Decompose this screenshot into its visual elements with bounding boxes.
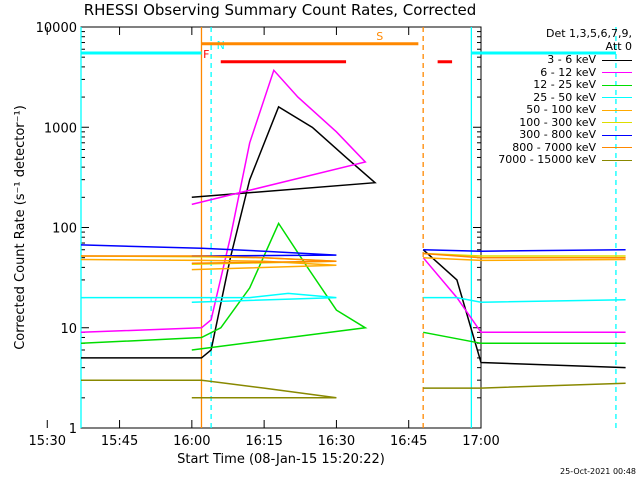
legend-entry: 3 - 6 keV <box>498 53 632 67</box>
y-tick-label: 10 <box>60 322 77 337</box>
series-line-8 <box>423 382 626 389</box>
series-line-1 <box>80 68 367 334</box>
series-line-0 <box>422 249 626 369</box>
x-tick-label: 15:30 <box>29 434 66 449</box>
legend-swatch <box>602 122 632 124</box>
legend-entry: 800 - 7000 keV <box>498 140 632 155</box>
x-tick-label: 16:30 <box>318 434 355 449</box>
status-letter: F <box>203 48 209 61</box>
legend-swatch <box>602 84 632 86</box>
series-line-6 <box>423 248 626 252</box>
legend-label: 800 - 7000 keV <box>512 140 596 154</box>
x-tick-label: 17:00 <box>462 434 499 449</box>
series-line-8 <box>81 379 337 399</box>
legend-swatch <box>602 134 632 136</box>
series-line-2 <box>423 331 626 345</box>
legend-entry: 12 - 25 keV <box>498 78 632 92</box>
series-line-7 <box>81 255 337 264</box>
legend-label: 6 - 12 keV <box>540 65 596 79</box>
legend-entry: 6 - 12 keV <box>498 65 632 80</box>
legend-swatch <box>602 109 632 111</box>
legend-entry: 300 - 800 keV <box>498 128 632 142</box>
y-tick-label: 1000 <box>44 121 77 136</box>
series-line-4 <box>80 258 337 271</box>
series-line-2 <box>80 221 368 351</box>
x-tick-label: 16:15 <box>245 434 282 449</box>
series-line-3 <box>81 292 337 303</box>
legend-label: 300 - 800 keV <box>519 128 596 141</box>
legend-subtitle: Att 0 <box>605 40 632 53</box>
legend-label: 25 - 50 keV <box>533 90 596 104</box>
legend-entry: 7000 - 15000 keV <box>498 153 632 167</box>
status-letter: S <box>376 30 383 43</box>
series-line-0 <box>81 105 377 359</box>
series-line-4 <box>423 256 626 262</box>
legend-label: 7000 - 15000 keV <box>498 153 596 166</box>
legend-label: 12 - 25 keV <box>533 78 596 91</box>
y-tick-label: 10000 <box>36 21 77 36</box>
y-tick-label: 100 <box>52 222 77 237</box>
series-line-3 <box>423 296 626 303</box>
legend-label: 3 - 6 keV <box>547 53 596 66</box>
legend-label: 100 - 300 keV <box>519 115 596 129</box>
legend-label: 50 - 100 keV <box>526 103 596 116</box>
x-tick-label: 16:00 <box>173 434 210 449</box>
status-letter: N <box>217 39 225 52</box>
legend-title: Det 1,3,5,6,7,9, <box>545 27 632 40</box>
x-axis-label: Start Time (08-Jan-15 15:20:22) <box>177 452 385 467</box>
series-line-6 <box>80 244 337 257</box>
date-stamp: 25-Oct-2021 00:48 <box>560 467 636 476</box>
legend-swatch <box>602 59 632 61</box>
legend-swatch <box>602 159 632 161</box>
x-tick-label: 15:45 <box>101 434 138 449</box>
series-line-7 <box>423 252 626 259</box>
legend-entry: 25 - 50 keV <box>498 90 632 105</box>
legend-swatch <box>602 97 632 99</box>
y-axis-label: Corrected Count Rate (s⁻¹ detector⁻¹) <box>13 105 28 350</box>
legend: 3 - 6 keV 6 - 12 keV 12 - 25 keV 25 - 50 ke… <box>498 53 632 167</box>
chart-title: RHESSI Observing Summary Count Rates, Co… <box>83 1 477 19</box>
legend-swatch <box>602 72 632 74</box>
y-tick-label: 1 <box>69 422 77 437</box>
x-tick-label: 16:45 <box>390 434 427 449</box>
legend-entry: 100 - 300 keV <box>498 115 632 130</box>
legend-header: Det 1,3,5,6,7,9, Att 0 <box>546 27 632 53</box>
legend-swatch <box>602 147 632 149</box>
legend-entry: 50 - 100 keV <box>498 103 632 117</box>
series-line-1 <box>422 257 626 334</box>
